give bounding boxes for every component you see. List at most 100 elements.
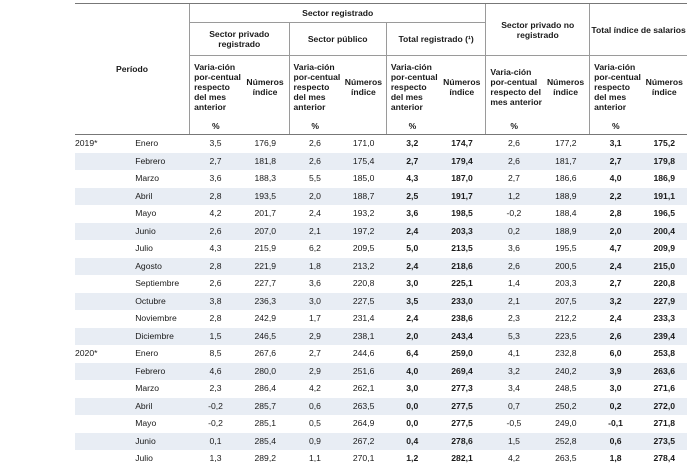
total-index-value: 196,5 [653,208,676,218]
table-row: Marzo 3,6 188,3 5,5 185,0 4,3 187,0 2,7 186,6 4,0… [75,170,687,188]
index-numbers-header: Números índice [241,55,290,118]
table-row: Julio 1,3 289,2 1,1 270,1 1,2 282,1 4,2 263,5 1,8… [75,450,687,468]
total-index-variation: -0,1 [608,418,623,428]
month-cell: Enero [135,348,159,358]
month-cell: Marzo [135,383,160,393]
table-row: Febrero 4,6 280,0 2,9 251,6 4,0 269,4 3,2 240,2 3… [75,362,687,380]
public-sector-header: Sector público [288,22,387,56]
private-registered-variation: 8,5 [209,348,222,358]
public-sector-variation: 6,2 [309,243,321,253]
public-sector-variation: 2,1 [289,222,341,240]
variation-header: Varia-ción por-centual respecto del mes … [485,55,543,118]
total-registered-variation: 2,4 [386,222,439,240]
public-sector-index: 213,2 [340,257,387,275]
public-sector-index: 197,2 [340,222,387,240]
total-registered-index: 179,4 [438,152,486,170]
month-cell: Enero [135,138,159,148]
private-registered-variation: 2,6 [189,222,242,240]
private-registered-index: 286,4 [254,383,276,393]
total-registered-index: 277,3 [451,383,473,393]
total-registered-index: 259,0 [451,348,473,358]
private-unregistered-variation: 4,1 [507,348,520,358]
year-cell [75,257,132,275]
private-unregistered-index: 188,4 [555,208,577,218]
total-registered-index: 282,1 [451,453,473,463]
private-registered-index: 285,1 [254,418,276,428]
public-sector-variation: 4,2 [309,383,321,393]
table-row: Junio 2,6 207,0 2,1 197,2 2,4 203,3 0,2 188,9 2,0… [75,222,687,240]
total-registered-variation: 3,0 [406,278,419,288]
month-cell: Febrero [131,362,190,380]
table-row: Mayo -0,2 285,1 0,5 264,9 0,0 277,5 -0,5 249,0 -0… [75,415,687,433]
total-registered-header: Total registrado (¹) [385,22,486,56]
table-row: Diciembre 1,5 246,5 2,9 238,1 2,0 243,4 5,3 223,… [75,327,687,345]
percent-unit: % [485,118,543,135]
percent-unit: % [288,118,341,135]
private-registered-index: 207,0 [241,222,290,240]
private-unregistered-variation: 2,6 [485,152,543,170]
private-registered-index: 188,3 [254,173,276,183]
unit-blank [542,118,590,135]
private-unregistered-index: 249,0 [555,418,577,428]
month-cell: Mayo [135,418,157,428]
year-cell [75,397,132,415]
private-registered-index: 267,6 [254,348,276,358]
public-sector-index: 185,0 [352,173,375,183]
variation-header: Varia-ción por-centual respecto del mes … [288,55,341,118]
year-cell [75,240,131,258]
private-registered-variation: 2,3 [209,383,222,393]
table-row: Agosto 2,8 221,9 1,8 213,2 2,4 218,6 2,6 200,5 2,… [75,257,687,275]
total-index-variation: 2,7 [589,152,642,170]
private-registered-variation: -0,2 [189,397,242,415]
private-unregistered-index: 223,5 [542,327,590,345]
public-sector-index: 263,5 [340,397,387,415]
public-sector-variation: 0,5 [309,418,321,428]
private-unregistered-index: 188,9 [542,187,590,205]
total-registered-index: 277,5 [438,397,486,415]
year-cell [75,362,132,380]
public-sector-variation: 2,4 [309,208,321,218]
private-unregistered-index: 207,5 [542,292,590,310]
public-sector-index: 264,9 [352,418,375,428]
total-index-variation: 2,7 [609,278,622,288]
index-numbers-header: Números índice [443,77,481,97]
total-index-value: 253,8 [653,348,676,358]
year-cell [75,415,131,433]
variation-header: Varia-ción por-centual respecto del mes … [589,55,642,118]
total-index-value: 271,6 [653,383,676,393]
public-sector-index: 209,5 [352,243,375,253]
private-unregistered-variation: 3,2 [485,362,543,380]
private-unregistered-variation: 1,2 [485,187,543,205]
private-unregistered-index: 240,2 [542,362,590,380]
private-unregistered-variation: -0,2 [506,208,522,218]
private-registered-index: 242,9 [254,313,276,323]
total-index-variation: 4,0 [609,173,622,183]
total-index-value: 239,4 [641,327,687,345]
table-row: Febrero 2,7 181,8 2,6 175,4 2,7 179,4 2,6 181,7 2… [75,152,687,170]
total-index-value: 220,8 [653,278,676,288]
total-index-value: 263,6 [641,362,687,380]
public-sector-index: 238,1 [340,327,387,345]
total-index-value: 175,2 [653,138,676,148]
total-registered-index: 187,0 [451,173,473,183]
private-unregistered-index: 252,8 [542,432,590,450]
year-cell [75,380,131,398]
percent-unit: % [385,118,439,135]
public-sector-variation: 1,8 [289,257,341,275]
total-index-value: 227,9 [641,292,687,310]
private-registered-index: 280,0 [241,362,290,380]
total-registered-index: 203,3 [438,222,486,240]
private-registered-variation: 4,6 [189,362,242,380]
total-registered-variation: 2,7 [386,152,439,170]
total-registered-index: 233,0 [438,292,486,310]
private-registered-variation: 2,8 [209,313,222,323]
total-index-value: 273,5 [641,432,687,450]
private-unregistered-index: 263,5 [555,453,577,463]
month-cell: Julio [135,243,153,253]
private-registered-variation: 4,2 [209,208,222,218]
total-index-value: 200,4 [641,222,687,240]
total-index-value: 191,1 [641,187,687,205]
total-index-variation: 3,1 [609,138,622,148]
total-index-variation: 2,4 [609,313,622,323]
private-unregistered-variation: 3,4 [507,383,520,393]
